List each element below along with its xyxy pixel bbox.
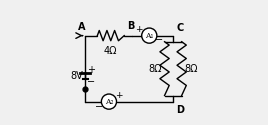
Text: 4Ω: 4Ω — [104, 46, 118, 56]
Text: −: − — [87, 77, 95, 87]
Text: A₁: A₁ — [145, 32, 154, 40]
Text: A₂: A₂ — [105, 98, 113, 106]
Text: +: + — [135, 25, 142, 34]
Text: D: D — [176, 105, 184, 115]
Text: B: B — [127, 21, 134, 31]
Text: +: + — [87, 65, 95, 75]
Text: +: + — [115, 91, 123, 100]
Text: 8V: 8V — [71, 71, 84, 81]
Text: −: − — [155, 36, 163, 46]
Text: A: A — [78, 22, 86, 32]
Text: 8Ω: 8Ω — [184, 64, 198, 74]
Circle shape — [142, 28, 157, 43]
Text: −: − — [95, 102, 103, 112]
Circle shape — [101, 94, 117, 109]
Text: 8Ω: 8Ω — [149, 64, 162, 74]
Text: C: C — [176, 23, 184, 33]
